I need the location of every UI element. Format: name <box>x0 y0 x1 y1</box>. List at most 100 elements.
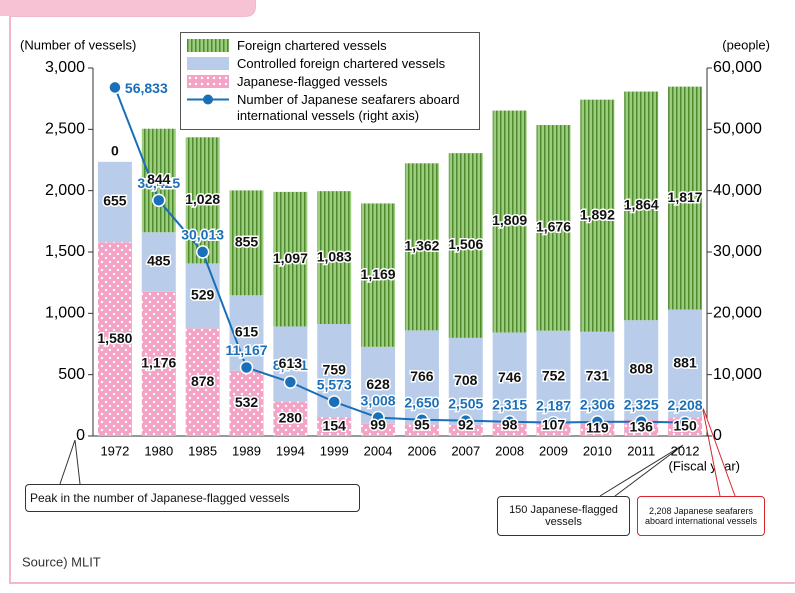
line-value-label: 11,167 <box>225 342 267 358</box>
bar-value-label: 731 <box>586 367 610 383</box>
bar-segment <box>580 99 615 332</box>
bar-value-label: 150 <box>673 418 697 434</box>
line-marker <box>108 80 122 95</box>
line-marker <box>239 360 254 375</box>
y2-tick-label: 10,000 <box>713 366 762 383</box>
legend-swatch <box>187 93 229 106</box>
bar-segment <box>185 137 220 264</box>
frame-tab <box>0 0 255 16</box>
bar-value-label: 655 <box>103 193 127 209</box>
bar-segment <box>404 424 439 436</box>
y2-tick-label: 20,000 <box>713 305 762 322</box>
line <box>113 87 686 424</box>
bar-segment <box>361 423 396 436</box>
line-marker <box>634 414 648 429</box>
bar-value-label: 1,809 <box>492 212 527 228</box>
bar-value-label: 1,097 <box>273 250 308 266</box>
legend-label: Number of Japanese seafarers aboard inte… <box>237 92 460 123</box>
line-value-label: 5,573 <box>317 377 352 393</box>
bar-segment <box>492 332 527 424</box>
callout-pointer <box>599 444 684 497</box>
bar-segment <box>97 242 132 436</box>
bar-segment <box>536 125 571 331</box>
y2-axis-title: (people) <box>722 37 770 52</box>
line-marker <box>678 415 692 430</box>
line-value-label: 2,306 <box>580 397 615 413</box>
bar-value-label: 766 <box>410 368 434 384</box>
bar-value-label: 1,892 <box>580 206 615 222</box>
y-tick-label: 500 <box>58 366 85 383</box>
y2-tick-label: 60,000 <box>713 59 762 76</box>
callout-pointer <box>59 439 81 485</box>
line-value-label: 56,833 <box>125 80 168 96</box>
x-tick-label: 2004 <box>364 443 393 458</box>
bar-value-label: 1,083 <box>317 248 352 264</box>
bar-segment <box>580 421 615 436</box>
bar-segment <box>448 153 483 338</box>
line-value-label: 2,650 <box>404 394 439 410</box>
bar-value-label: 1,506 <box>448 236 483 252</box>
line-value-label: 2,505 <box>448 395 483 411</box>
line-value-label: 30,013 <box>181 227 224 243</box>
bar-segment <box>404 330 439 425</box>
bar-segment <box>492 423 527 436</box>
bar-segment <box>448 337 483 425</box>
bar-segment <box>273 191 308 327</box>
line-value-label: 3,008 <box>361 392 396 408</box>
bar-segment <box>229 370 264 436</box>
bar-segment <box>492 110 527 333</box>
bar-segment <box>97 161 132 243</box>
bar-segment <box>229 295 264 371</box>
bar-value-label: 613 <box>279 355 303 371</box>
x-tick-label: 2011 <box>627 443 655 458</box>
bar-value-label: 808 <box>630 360 654 376</box>
bar-segment <box>624 320 659 420</box>
bar-segment <box>273 326 308 402</box>
bar-value-label: 708 <box>454 372 478 388</box>
bar-value-label: 485 <box>147 253 171 269</box>
bar-value-label: 752 <box>542 367 566 383</box>
line-marker <box>546 415 561 430</box>
y-tick-label: 1,000 <box>45 305 85 322</box>
x-tick-label: 1999 <box>320 443 349 458</box>
bar-value-label: 1,169 <box>361 266 396 282</box>
bar-segment <box>185 328 220 436</box>
x-axis-title: (Fiscal year) <box>668 458 740 473</box>
legend-item: Japanese-flagged vessels <box>187 74 473 90</box>
x-tick-label: 1985 <box>188 443 217 458</box>
bar-value-label: 881 <box>673 354 697 370</box>
x-tick-label: 2012 <box>671 443 700 458</box>
bar-value-label: 1,676 <box>536 219 571 235</box>
legend-item: Number of Japanese seafarers aboard inte… <box>187 92 473 124</box>
bar-value-label: 119 <box>586 419 609 435</box>
legend: Foreign chartered vessels Controlled fore… <box>180 32 480 130</box>
line-value-label: 2,315 <box>492 397 527 413</box>
bar-value-label: 878 <box>191 373 215 389</box>
line-value-label: 2,187 <box>536 397 571 413</box>
bar-value-label: 92 <box>458 417 474 433</box>
legend-label: Foreign chartered vessels <box>237 38 387 53</box>
bar-value-label: 746 <box>498 369 522 385</box>
y2-tick-label: 40,000 <box>713 182 762 199</box>
x-tick-label: 1972 <box>100 443 129 458</box>
x-tick-label: 2008 <box>495 443 524 458</box>
bar-segment <box>624 91 659 321</box>
bar-value-label: 98 <box>502 417 518 433</box>
bar-segment <box>273 401 308 436</box>
annotation: Peak in the number of Japanese-flagged v… <box>25 484 360 512</box>
y2-tick-label: 50,000 <box>713 121 762 138</box>
bar-segment <box>536 422 571 436</box>
line-marker <box>371 410 385 425</box>
y2-tick-label: 30,000 <box>713 243 762 260</box>
bar-segment <box>668 86 703 310</box>
legend-item: Foreign chartered vessels <box>187 38 473 54</box>
line-value-label: 2,325 <box>624 396 659 412</box>
y-tick-label: 2,500 <box>45 121 85 138</box>
bar-segment <box>229 190 264 296</box>
bar-value-label: 529 <box>191 287 215 303</box>
legend-swatch <box>187 75 229 88</box>
bar-value-label: 1,864 <box>624 197 659 213</box>
line-value-label: 2,208 <box>668 397 703 413</box>
x-tick-label: 1989 <box>232 443 261 458</box>
